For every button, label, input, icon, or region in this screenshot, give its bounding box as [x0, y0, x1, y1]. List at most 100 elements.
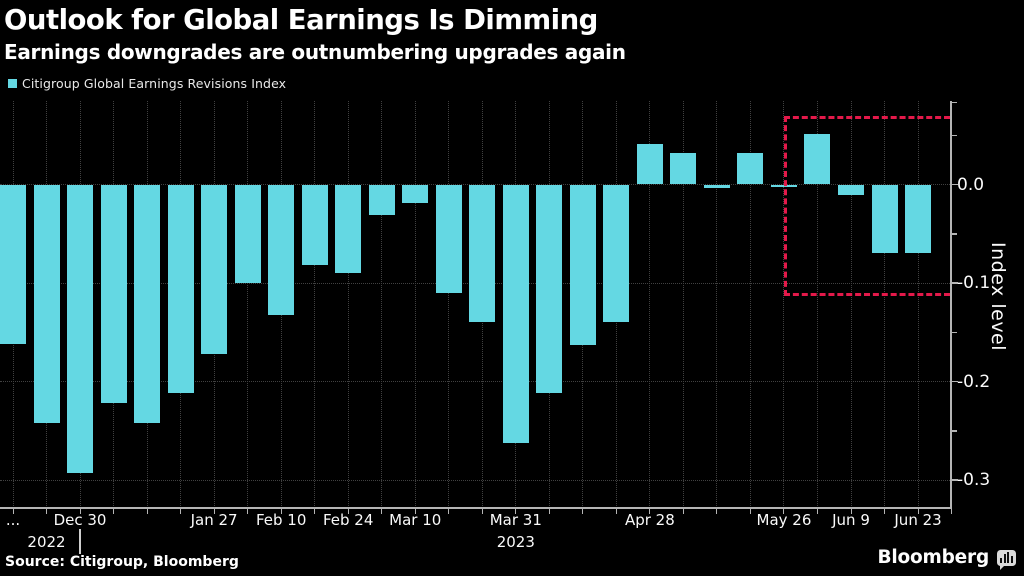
x-tick-label: ...	[5, 511, 21, 529]
y-tick	[950, 380, 958, 383]
v-gridline	[749, 101, 751, 508]
bar	[167, 184, 194, 394]
x-tick-label: Jan 27	[190, 511, 238, 529]
y-minor-tick	[950, 331, 957, 333]
bloomberg-chart-bubble-icon	[997, 549, 1016, 570]
bar	[737, 152, 764, 185]
bar	[335, 184, 362, 274]
bar	[368, 184, 395, 216]
bar	[0, 184, 26, 345]
y-tick	[950, 479, 958, 481]
x-tick	[951, 509, 953, 514]
x-tick	[12, 509, 14, 514]
x-tick	[850, 509, 852, 514]
x-tick	[481, 509, 483, 514]
v-gridline	[347, 101, 349, 508]
chart-title: Outlook for Global Earnings Is Dimming	[4, 4, 598, 36]
bar	[838, 184, 864, 196]
x-tick-label: Mar 31	[489, 511, 542, 529]
x-tick	[783, 509, 785, 514]
x-tick	[180, 509, 182, 514]
x-tick-label: Apr 28	[624, 511, 675, 529]
x-tick	[247, 509, 249, 514]
annotation-box	[783, 115, 950, 297]
x-tick-label: Feb 10	[255, 511, 307, 529]
x-tick	[280, 509, 282, 514]
chart-subtitle: Earnings downgrades are outnumbering upg…	[4, 40, 626, 64]
x-tick	[79, 509, 81, 514]
x-tick	[582, 509, 584, 514]
year-label: 2022	[27, 533, 66, 551]
bar	[201, 184, 228, 354]
x-tick	[816, 509, 818, 514]
y-minor-tick	[950, 430, 957, 432]
bar	[569, 184, 596, 346]
x-tick	[548, 509, 550, 514]
x-tick-label: Jun 9	[832, 511, 870, 529]
bar	[871, 184, 898, 254]
legend: Citigroup Global Earnings Revisions Inde…	[8, 77, 286, 91]
x-tick	[381, 509, 383, 514]
bar	[502, 184, 529, 443]
v-gridline	[414, 101, 416, 508]
bar	[804, 134, 831, 185]
v-gridline	[917, 101, 919, 508]
x-tick	[515, 509, 517, 514]
y-tick-label: 0.0	[957, 174, 985, 195]
bar	[100, 184, 127, 404]
x-tick	[414, 509, 416, 514]
bar	[670, 152, 697, 185]
x-axis-line	[0, 507, 952, 509]
v-gridline	[816, 101, 818, 508]
bar	[301, 184, 328, 266]
x-tick	[884, 509, 886, 514]
v-gridline	[716, 101, 718, 508]
h-gridline	[0, 479, 950, 481]
x-tick-label: Feb 24	[322, 511, 374, 529]
y-tick	[950, 183, 958, 186]
v-gridline	[783, 101, 785, 508]
h-gridline	[0, 381, 950, 382]
v-gridline	[850, 101, 852, 508]
year-label: 2023	[496, 533, 535, 551]
x-tick	[649, 509, 651, 514]
bar	[234, 184, 261, 283]
y-tick	[950, 282, 958, 284]
x-tick	[448, 509, 450, 514]
bar	[536, 184, 563, 394]
y-tick-label: -0.3	[957, 470, 991, 490]
legend-label: Citigroup Global Earnings Revisions Inde…	[22, 76, 287, 91]
v-gridline	[381, 101, 383, 508]
bar	[636, 144, 663, 185]
x-tick	[615, 509, 617, 514]
y-axis-line	[950, 101, 952, 509]
x-tick	[146, 509, 148, 514]
x-tick	[347, 509, 349, 514]
bar	[134, 184, 161, 423]
v-gridline	[682, 101, 684, 508]
y-minor-tick	[950, 233, 957, 235]
v-gridline	[884, 101, 886, 508]
bar	[703, 184, 730, 189]
x-tick	[917, 509, 919, 514]
year-separator	[79, 529, 81, 554]
x-tick	[682, 509, 684, 514]
x-tick-label: May 26	[756, 511, 812, 529]
y-top-tick	[950, 101, 957, 103]
x-tick	[314, 509, 316, 514]
x-tick	[113, 509, 115, 514]
bar	[33, 184, 60, 423]
source-text: Source: Citigroup, Bloomberg	[5, 554, 239, 570]
x-tick	[213, 509, 215, 514]
y-tick-label: -0.2	[957, 371, 991, 392]
bar	[905, 184, 932, 254]
v-gridline	[247, 101, 249, 508]
v-gridline	[448, 101, 450, 508]
bar	[435, 184, 462, 293]
y-tick-label: -0.1	[957, 273, 991, 293]
x-tick-label: Dec 30	[53, 511, 107, 529]
x-tick	[716, 509, 718, 514]
bloomberg-logo: Bloomberg	[878, 547, 1016, 570]
